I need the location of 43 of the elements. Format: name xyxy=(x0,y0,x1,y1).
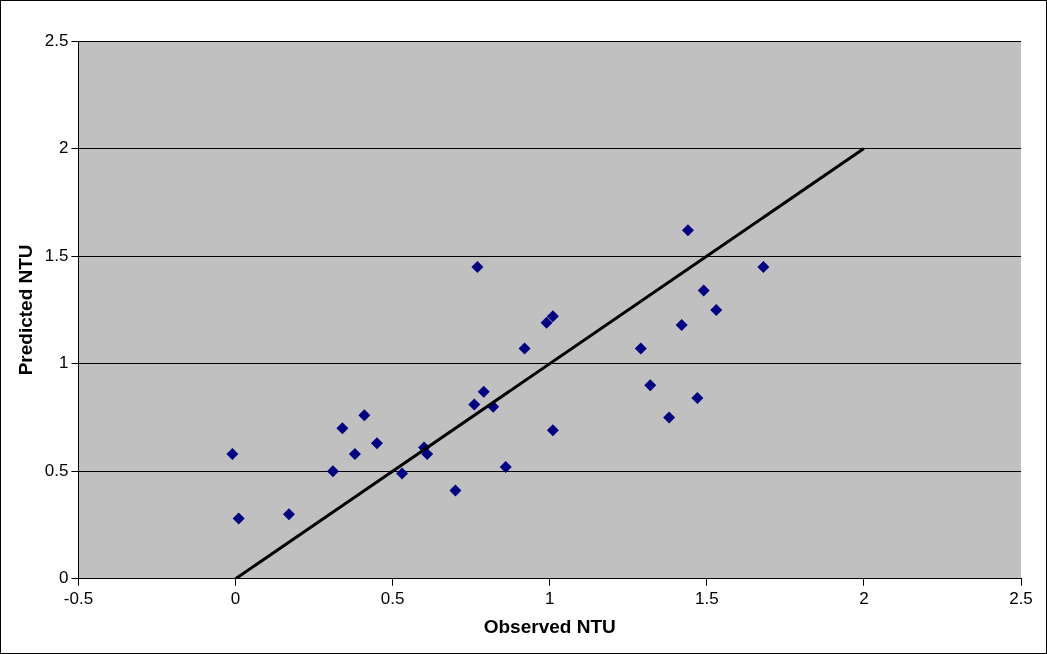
point xyxy=(336,422,349,435)
x-tick-label: 1 xyxy=(544,588,555,608)
x-tick-label: 2 xyxy=(859,588,869,608)
point xyxy=(546,424,559,437)
point xyxy=(663,411,676,424)
x-tick-label: -0.5 xyxy=(63,588,94,608)
point xyxy=(691,392,704,405)
point xyxy=(282,508,295,521)
point xyxy=(757,260,770,273)
point xyxy=(471,260,484,273)
point xyxy=(421,448,434,461)
point xyxy=(396,467,409,480)
x-tick-label: 1.5 xyxy=(694,588,719,608)
point xyxy=(644,379,657,392)
point xyxy=(675,318,688,331)
point xyxy=(681,224,694,237)
point xyxy=(546,310,559,323)
point xyxy=(477,385,490,398)
point xyxy=(370,437,383,450)
point xyxy=(326,465,339,478)
y-tick-label: 0.5 xyxy=(44,460,69,480)
point xyxy=(358,409,371,422)
y-axis-title: Predicted NTU xyxy=(14,244,36,376)
point xyxy=(499,460,512,473)
point xyxy=(449,484,462,497)
point xyxy=(468,398,481,411)
point xyxy=(518,342,531,355)
point xyxy=(232,512,245,525)
point xyxy=(540,316,553,329)
point xyxy=(710,303,723,316)
x-tick-label: 0 xyxy=(230,588,241,608)
x-tick-label: 0.5 xyxy=(380,588,405,608)
y-tick-label: 0 xyxy=(58,568,69,588)
x-axis-title: Observed NTU xyxy=(483,615,616,637)
y-tick-label: 1.5 xyxy=(44,245,69,265)
point xyxy=(348,448,361,461)
y-tick-label: 2.5 xyxy=(44,30,69,50)
point xyxy=(697,284,710,297)
x-tick-label: 2.5 xyxy=(1009,588,1033,608)
y-tick-label: 2 xyxy=(58,138,69,158)
y-tick-label: 1 xyxy=(58,353,69,373)
point xyxy=(226,448,239,461)
point xyxy=(634,342,647,355)
